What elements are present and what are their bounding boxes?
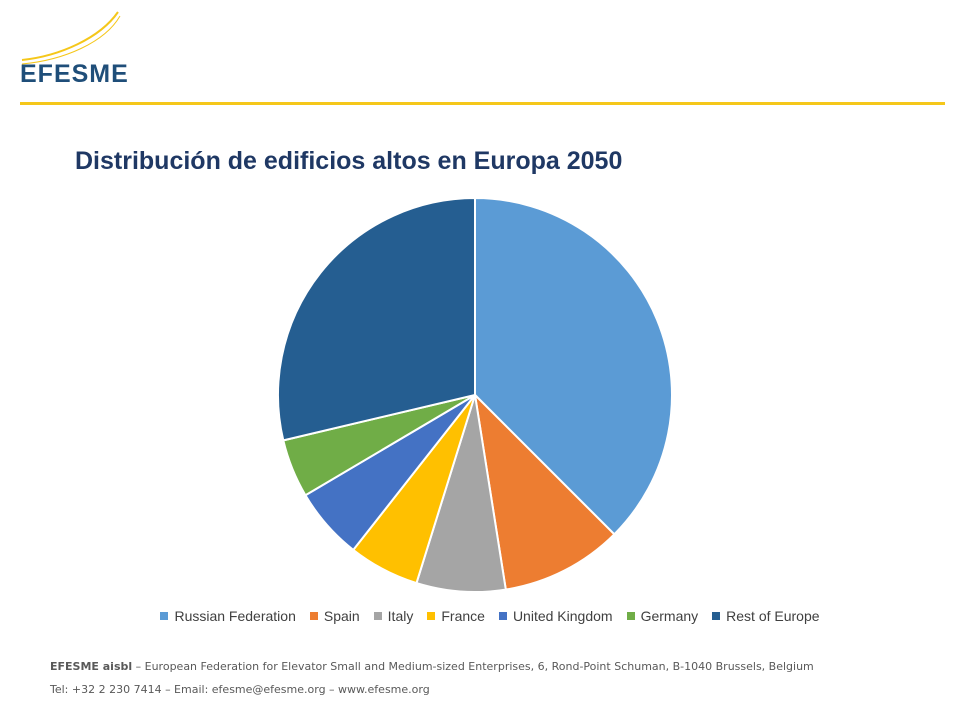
header-divider (20, 102, 945, 105)
pie-slice-russian-federation (474, 196, 673, 536)
legend-swatch (160, 612, 169, 620)
legend-swatch (498, 612, 507, 620)
legend-item-germany: Germany (626, 608, 699, 624)
logo-swoosh-icon (21, 11, 121, 65)
legend-item-spain: Spain (309, 608, 360, 624)
legend-swatch (373, 612, 382, 620)
legend-item-russian-federation: Russian Federation (160, 608, 296, 624)
footer-address: EFESME aisbl – European Federation for E… (50, 660, 814, 673)
legend-label: Russian Federation (174, 608, 296, 624)
logo-text: EFESME (20, 60, 129, 88)
footer-org-details: – European Federation for Elevator Small… (132, 660, 814, 673)
legend-label: United Kingdom (512, 608, 613, 624)
legend-label: Italy (387, 608, 414, 624)
legend-swatch (626, 612, 635, 620)
footer-contact: Tel: +32 2 230 7414 – Email: efesme@efes… (50, 683, 430, 696)
legend-item-italy: Italy (373, 608, 414, 624)
slide-title: Distribución de edificios altos en Europ… (75, 147, 623, 175)
legend-label: Germany (640, 608, 699, 624)
footer-org-name: EFESME aisbl (50, 660, 133, 673)
legend-item-rest-of-europe: Rest of Europe (712, 608, 820, 624)
pie-slice-spain (473, 392, 616, 591)
legend-label: Rest of Europe (726, 608, 820, 624)
legend-swatch (427, 612, 436, 620)
legend-item-united-kingdom: United Kingdom (498, 608, 613, 624)
legend-item-france: France (427, 608, 485, 624)
legend-swatch (309, 612, 318, 620)
legend-label: France (441, 608, 485, 624)
chart-legend: Russian Federation Spain Italy France United… (0, 608, 960, 624)
legend-label: Spain (323, 608, 360, 624)
legend-swatch (712, 612, 721, 620)
pie-slice-rest-of-europe (277, 196, 476, 442)
pie-chart (277, 196, 673, 593)
